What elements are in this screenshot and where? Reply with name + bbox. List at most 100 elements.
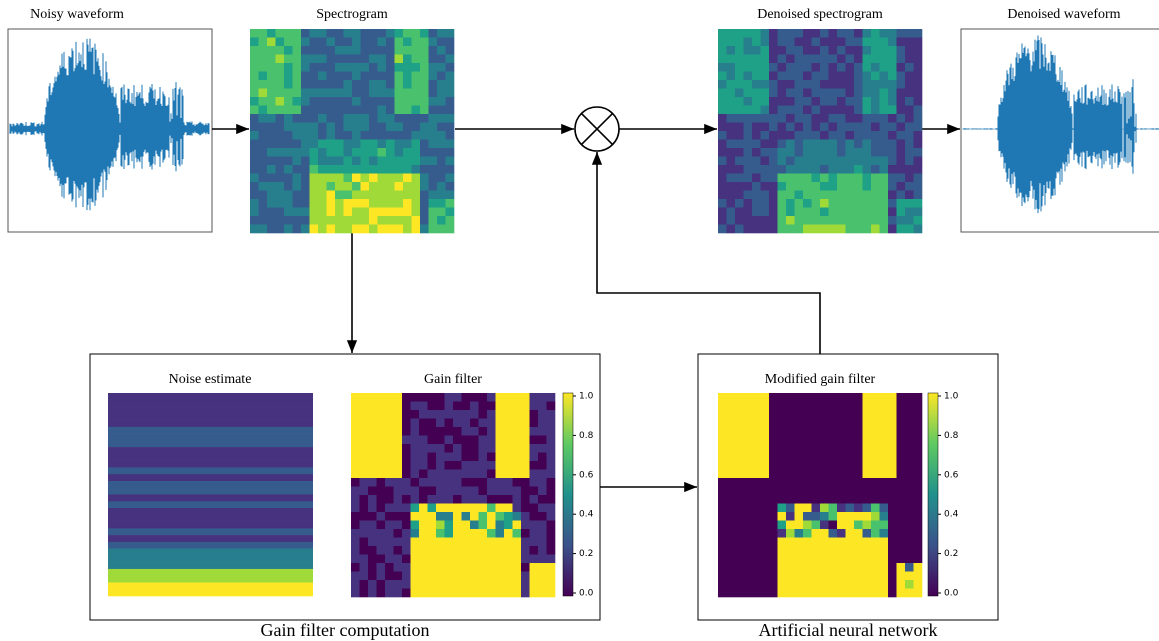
- pixel: [794, 571, 804, 581]
- pixel: [871, 139, 880, 149]
- pixel: [752, 486, 761, 496]
- pixel: [453, 486, 462, 496]
- pixel: [726, 114, 736, 123]
- pixel: [905, 571, 914, 581]
- pixel: [529, 401, 539, 411]
- pixel: [368, 410, 377, 419]
- pixel: [267, 63, 276, 72]
- pixel: [258, 139, 268, 149]
- pixel: [913, 182, 923, 191]
- pixel: [394, 165, 404, 174]
- pixel: [786, 182, 795, 191]
- pixel: [419, 563, 428, 572]
- pixel: [419, 461, 428, 470]
- stripe: [108, 555, 313, 563]
- pixel: [386, 199, 395, 208]
- pixel: [718, 29, 727, 38]
- pixel: [854, 554, 863, 564]
- pixel: [453, 452, 462, 462]
- pixel: [726, 80, 736, 89]
- pixel: [845, 114, 855, 123]
- pixel: [854, 444, 863, 453]
- pixel: [845, 182, 855, 191]
- pixel: [267, 224, 276, 234]
- pixel: [301, 165, 310, 174]
- pixel: [258, 71, 268, 81]
- pixel: [743, 571, 753, 581]
- pixel: [735, 418, 744, 428]
- pixel: [453, 461, 462, 470]
- pixel: [854, 88, 863, 98]
- label: Denoised spectrogram: [757, 7, 883, 22]
- pixel: [820, 444, 829, 453]
- pixel: [351, 537, 360, 547]
- pixel: [504, 478, 513, 487]
- pixel: [512, 563, 522, 572]
- pixel: [487, 427, 496, 436]
- pixel: [427, 410, 437, 419]
- pixel: [461, 512, 471, 521]
- pixel: [888, 156, 897, 166]
- pixel: [444, 469, 454, 479]
- pixel: [888, 148, 897, 157]
- pixel: [393, 410, 403, 419]
- pixel: [811, 54, 821, 64]
- pixel: [368, 537, 377, 547]
- pixel: [377, 29, 387, 38]
- pixel: [871, 46, 880, 55]
- colorbar-tick-label: 0.0: [579, 589, 594, 599]
- pixel: [318, 88, 327, 98]
- pixel: [854, 63, 863, 72]
- pixel: [386, 165, 395, 174]
- pixel: [369, 105, 378, 115]
- pixel: [777, 29, 787, 38]
- pixel: [453, 520, 462, 530]
- pixel: [777, 469, 787, 479]
- pixel: [913, 563, 923, 572]
- pixel: [495, 563, 505, 572]
- pixel: [718, 207, 727, 217]
- pixel: [410, 580, 420, 589]
- pixel: [267, 114, 276, 123]
- pixel: [326, 105, 336, 115]
- pixel: [309, 88, 319, 98]
- pixel: [786, 190, 795, 200]
- pixel: [905, 224, 914, 234]
- pixel: [267, 139, 276, 149]
- pixel: [845, 580, 855, 589]
- pixel: [820, 71, 829, 81]
- pixel: [820, 114, 829, 123]
- pixel: [828, 131, 838, 140]
- pixel: [905, 148, 914, 157]
- pixel: [743, 216, 753, 225]
- pixel: [292, 114, 302, 123]
- pixel: [820, 105, 829, 115]
- pixel: [275, 207, 285, 217]
- stripe: [108, 487, 313, 495]
- pixel: [786, 478, 795, 487]
- pixel: [394, 131, 404, 140]
- pixel: [352, 182, 361, 191]
- pixel: [478, 520, 488, 530]
- pixel: [546, 520, 556, 530]
- pixel: [871, 435, 880, 445]
- pixel: [284, 131, 293, 140]
- pixel: [820, 469, 829, 479]
- pixel: [811, 410, 821, 419]
- pixel: [854, 469, 863, 479]
- pixel: [470, 537, 479, 547]
- pixel: [794, 139, 804, 149]
- pixel: [267, 54, 276, 64]
- pixel: [828, 427, 838, 436]
- colorbar-tick-label: 0.0: [944, 589, 959, 599]
- pixel: [352, 190, 361, 200]
- pixel: [862, 148, 872, 157]
- pixel: [410, 495, 420, 504]
- pixel: [769, 156, 778, 166]
- pixel: [913, 546, 923, 555]
- pixel: [862, 410, 872, 419]
- pixel: [538, 537, 547, 547]
- pixel: [393, 393, 403, 402]
- pixel: [811, 571, 821, 581]
- pixel: [419, 512, 428, 521]
